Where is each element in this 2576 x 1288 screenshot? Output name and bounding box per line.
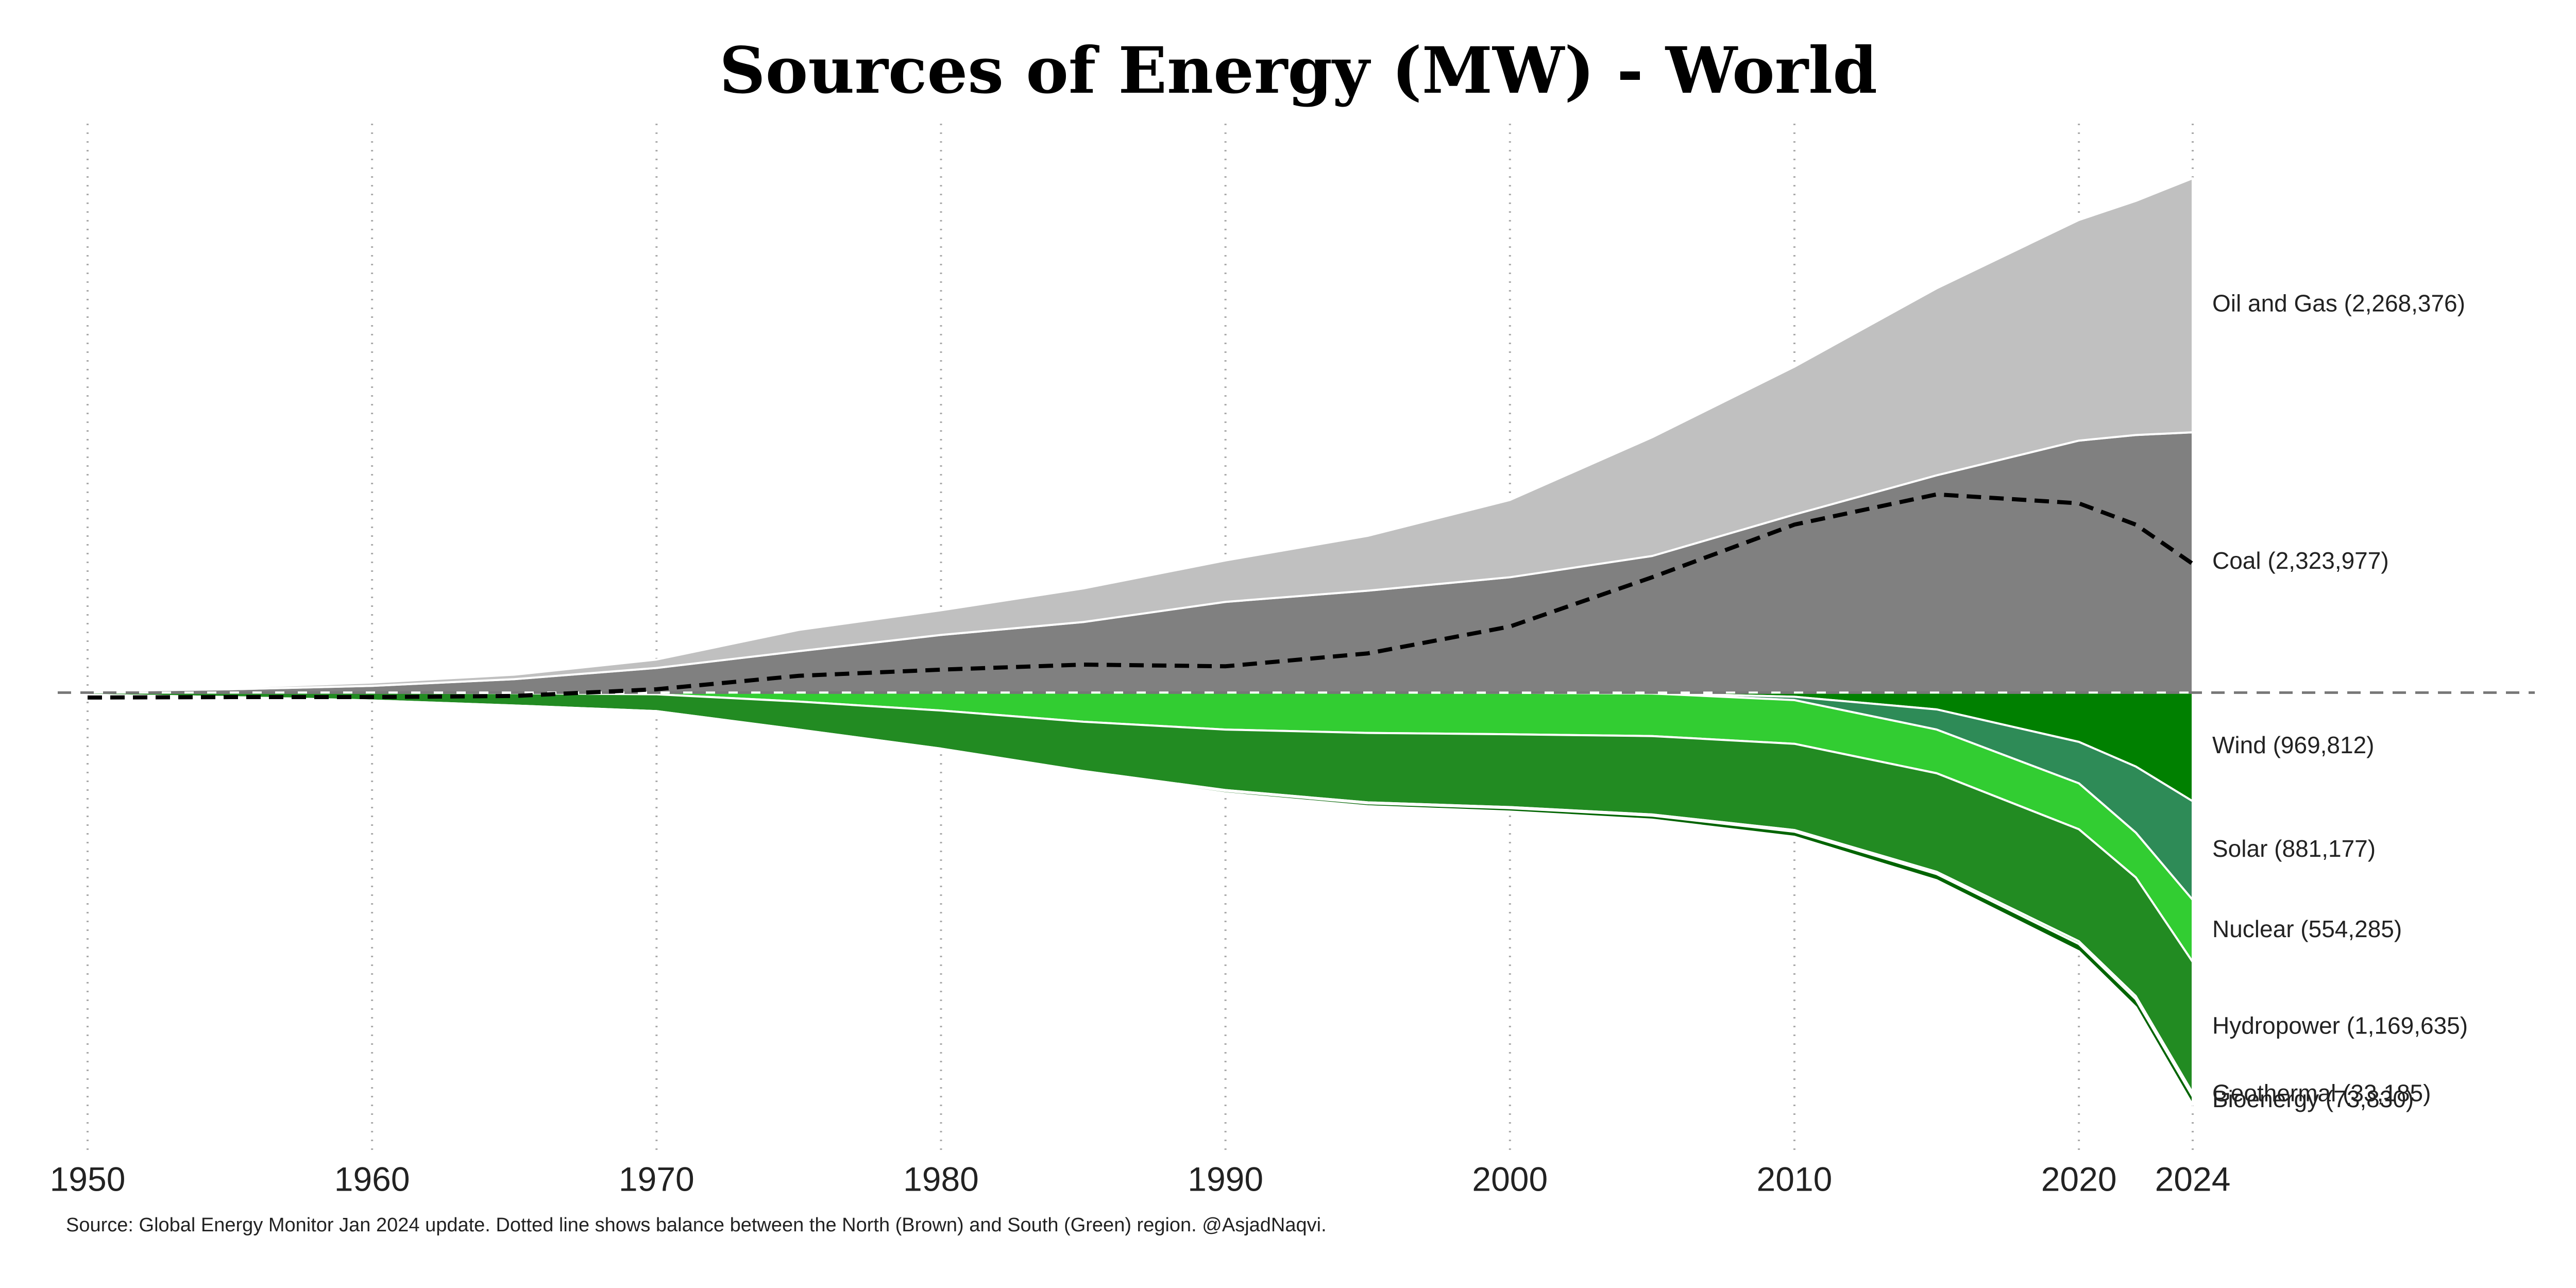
x-tick-label: 2020	[2041, 1160, 2117, 1198]
x-tick-label: 1950	[50, 1160, 126, 1198]
series-end-label: Oil and Gas (2,268,376)	[2212, 290, 2465, 317]
series-end-label: Wind (969,812)	[2212, 732, 2375, 758]
series-end-label: Solar (881,177)	[2212, 835, 2376, 862]
balance-line	[87, 492, 2194, 700]
series-end-label: Coal (2,323,977)	[2212, 547, 2389, 574]
series-end-label: Nuclear (554,285)	[2212, 916, 2402, 942]
x-tick-label: 1990	[1188, 1160, 1263, 1198]
x-tick-label: 2000	[1472, 1160, 1548, 1198]
x-tick-label: 1960	[334, 1160, 410, 1198]
stream-area	[87, 177, 2194, 692]
x-tick-label: 2010	[1757, 1160, 1833, 1198]
chart-title: Sources of Energy (MW) - World	[719, 33, 1877, 108]
x-tick-label: 1980	[903, 1160, 979, 1198]
series-end-label: Hydropower (1,169,635)	[2212, 1012, 2468, 1039]
series-end-label: Bioenergy (73,830)	[2212, 1086, 2414, 1112]
series-end-label: Geothermal (33,185)	[2212, 1079, 2431, 1106]
x-tick-label: 1970	[619, 1160, 694, 1198]
source-note: Source: Global Energy Monitor Jan 2024 u…	[66, 1214, 1327, 1236]
stream-area	[87, 693, 2194, 1106]
x-tick-label: 2024	[2155, 1160, 2231, 1198]
